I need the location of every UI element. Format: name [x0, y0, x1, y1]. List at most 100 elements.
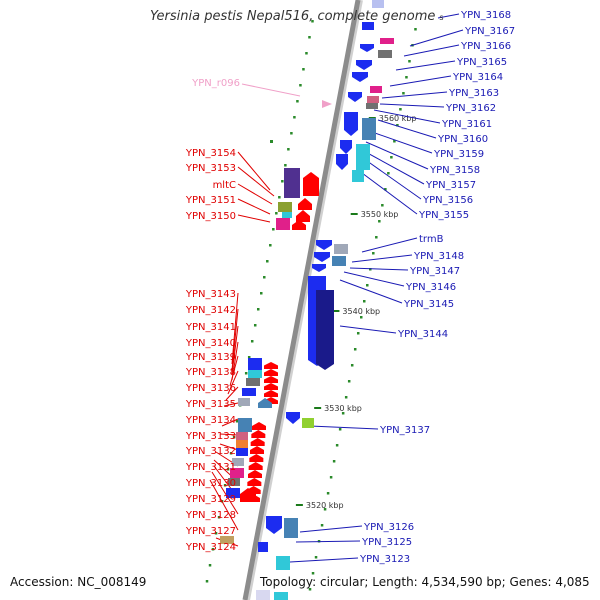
scale-dot	[372, 252, 375, 255]
scale-dot	[414, 28, 417, 31]
scale-dot	[260, 292, 263, 295]
gene-label-left: YPN_3136	[185, 383, 236, 394]
scale-dot	[205, 580, 209, 583]
gene-label-right: YPN_3157	[425, 180, 476, 191]
gene-label-right: YPN_3144	[397, 329, 448, 340]
scale-dot	[390, 156, 393, 159]
scale-dot	[375, 236, 378, 239]
gene-arrow	[316, 240, 332, 250]
gene-arrow	[248, 470, 262, 478]
scale-dot	[284, 164, 287, 167]
gene-block	[248, 358, 262, 370]
gene-block	[284, 168, 300, 198]
gene-label-right: YPN_3147	[409, 266, 460, 277]
gene-arrow	[360, 44, 374, 52]
scale-dot	[287, 148, 290, 151]
rna-label: YPN_r096	[191, 78, 240, 89]
gene-block	[226, 488, 240, 498]
gene-dot	[270, 140, 273, 143]
length-value: 4,534,590 bp	[421, 575, 502, 589]
scale-dot	[226, 468, 230, 471]
leader-line	[377, 119, 437, 139]
scale-dot	[405, 76, 408, 79]
gene-arrow	[264, 390, 278, 397]
gene-arrow	[264, 376, 278, 383]
gene-arrow	[264, 369, 278, 376]
gene-arrow	[286, 412, 300, 424]
gene-block	[228, 478, 240, 486]
leader-line	[389, 75, 452, 87]
leader-line	[211, 471, 239, 515]
topology-label: Topology:	[260, 575, 317, 589]
gene-label-left: YPN_3130	[185, 478, 236, 489]
scale-dot	[344, 396, 348, 399]
gene-block	[362, 118, 376, 140]
tick-label: 3520 kbp	[306, 501, 344, 510]
leader-line	[379, 103, 445, 108]
scale-dot	[381, 204, 384, 207]
gene-label-right: YPN_3166	[460, 41, 511, 52]
scale-dot	[305, 52, 308, 55]
gene-label-left: YPN_3127	[185, 526, 236, 537]
scale-dot	[402, 92, 405, 95]
gene-label-left: mltC	[213, 180, 236, 191]
gene-block	[367, 96, 379, 103]
leader-line	[409, 29, 464, 47]
scale-dot	[299, 84, 302, 87]
accession-info: Accession: NC_008149	[10, 575, 146, 589]
tick-label: 3550 kbp	[361, 210, 399, 219]
gene-block	[334, 244, 348, 254]
scale-dot	[393, 140, 396, 143]
leader-line	[371, 131, 433, 154]
gene-arrow	[264, 383, 278, 390]
gene-block	[378, 50, 392, 58]
leader-line	[309, 425, 379, 430]
scale-dot	[387, 172, 390, 175]
scale-dot	[363, 300, 366, 303]
genome-stats: Topology: circular; Length: 4,534,590 bp…	[260, 575, 590, 589]
scale-dot	[223, 484, 227, 487]
gene-block	[236, 448, 248, 456]
genes-label: Genes:	[509, 575, 552, 589]
length-label: Length:	[372, 575, 418, 589]
leader-line	[361, 237, 418, 253]
gene-label-left: YPN_3142	[185, 305, 236, 316]
gene-label-left: YPN_3129	[185, 494, 236, 505]
leader-line	[209, 479, 239, 531]
gene-label-right: YPN_3123	[359, 554, 410, 565]
gene-block	[332, 256, 346, 266]
leader-line	[231, 308, 239, 371]
gene-block	[236, 440, 248, 448]
gene-block	[230, 468, 244, 478]
leader-line	[437, 13, 460, 19]
gene-block	[238, 418, 252, 432]
leader-line	[403, 44, 460, 57]
gene-block	[236, 432, 248, 440]
gene-block	[302, 418, 314, 428]
gene-block	[352, 170, 364, 182]
gene-arrow	[247, 478, 262, 486]
gene-label-right: YPN_3158	[429, 165, 480, 176]
scale-dot	[341, 412, 345, 415]
leader-line	[289, 557, 359, 563]
leader-line	[357, 169, 418, 215]
scale-dot	[335, 444, 339, 447]
gene-label-left: YPN_3132	[185, 446, 236, 457]
scale-dot	[311, 572, 315, 575]
leader-line	[295, 540, 361, 543]
gene-block	[258, 542, 268, 552]
gene-label-right: YPN_3125	[361, 537, 412, 548]
leader-line	[227, 370, 239, 395]
gene-block	[380, 38, 394, 44]
leader-line	[219, 433, 239, 436]
leader-line	[339, 325, 397, 334]
scale-dot	[369, 268, 372, 271]
gene-block	[256, 590, 270, 600]
gene-arrow	[251, 430, 266, 438]
scale-dot	[232, 436, 236, 439]
scale-dot	[378, 220, 381, 223]
scale-dot	[293, 116, 296, 119]
scale-dot	[408, 60, 411, 63]
gene-block	[278, 202, 292, 212]
leader-line	[373, 109, 441, 124]
